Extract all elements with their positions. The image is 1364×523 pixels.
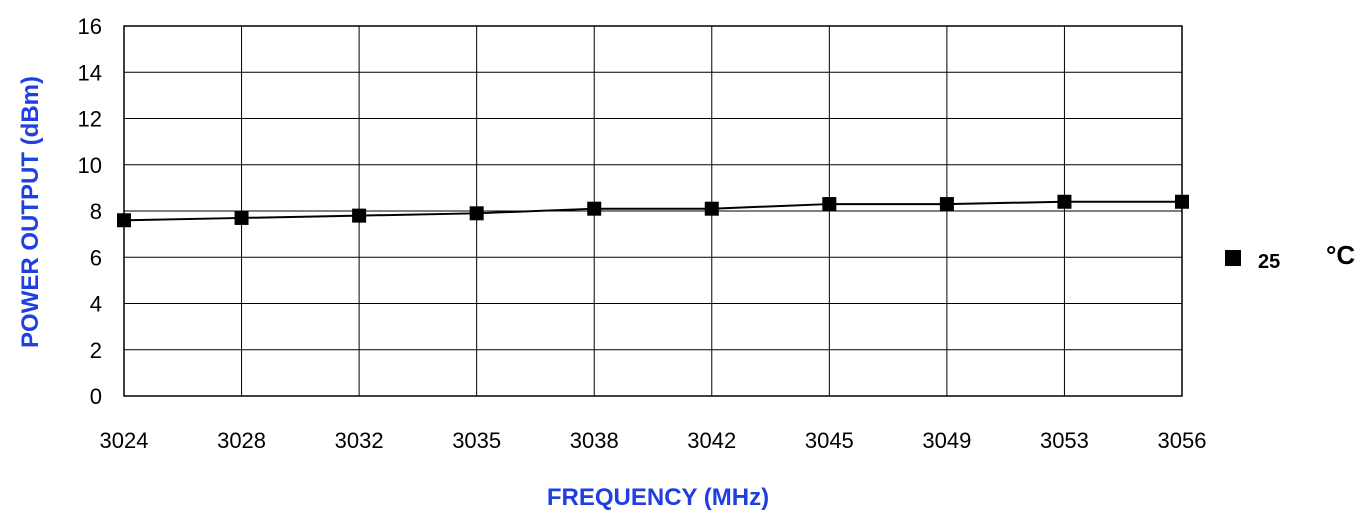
x-tick-label: 3032 (335, 428, 384, 453)
y-tick-label: 0 (90, 384, 102, 409)
legend-label: 25 (1258, 251, 1280, 273)
x-tick-label: 3049 (922, 428, 971, 453)
y-tick-label: 6 (90, 245, 102, 270)
y-tick-label: 16 (78, 14, 102, 39)
y-axis-title: POWER OUTPUT (dBm) (17, 76, 44, 348)
gridlines (123, 25, 1183, 397)
y-tick-label: 2 (90, 338, 102, 363)
x-tick-label: 3028 (217, 428, 266, 453)
x-tick-labels: 3024 3028 3032 3035 3038 3042 3045 3049 3053 3056 (100, 428, 1207, 453)
x-tick-label: 3038 (570, 428, 619, 453)
series-group (117, 194, 1189, 228)
data-point (1057, 194, 1072, 209)
data-point (939, 197, 954, 212)
y-tick-labels: 0 2 4 6 8 10 12 14 16 (78, 14, 102, 409)
y-tick-label: 10 (78, 153, 102, 178)
data-point (822, 197, 837, 212)
y-tick-label: 12 (78, 107, 102, 132)
x-tick-label: 3024 (100, 428, 149, 453)
legend-marker (1225, 250, 1241, 266)
x-tick-label: 3035 (452, 428, 501, 453)
x-tick-label: 3053 (1040, 428, 1089, 453)
data-point (117, 213, 131, 228)
legend: 25 °C (1225, 240, 1355, 273)
data-point (352, 208, 367, 223)
series-line (123, 200, 1182, 222)
x-tick-label: 3056 (1158, 428, 1207, 453)
data-point (469, 206, 484, 221)
data-point (704, 201, 719, 216)
x-tick-label: 3042 (687, 428, 736, 453)
y-tick-label: 8 (90, 199, 102, 224)
x-tick-label: 3045 (805, 428, 854, 453)
data-point (587, 201, 602, 216)
y-tick-label: 14 (78, 60, 102, 85)
data-point (234, 210, 249, 225)
data-point (1175, 194, 1189, 209)
x-axis-title: FREQUENCY (MHz) (547, 484, 769, 511)
y-tick-label: 4 (90, 292, 102, 317)
legend-unit: °C (1326, 240, 1355, 270)
